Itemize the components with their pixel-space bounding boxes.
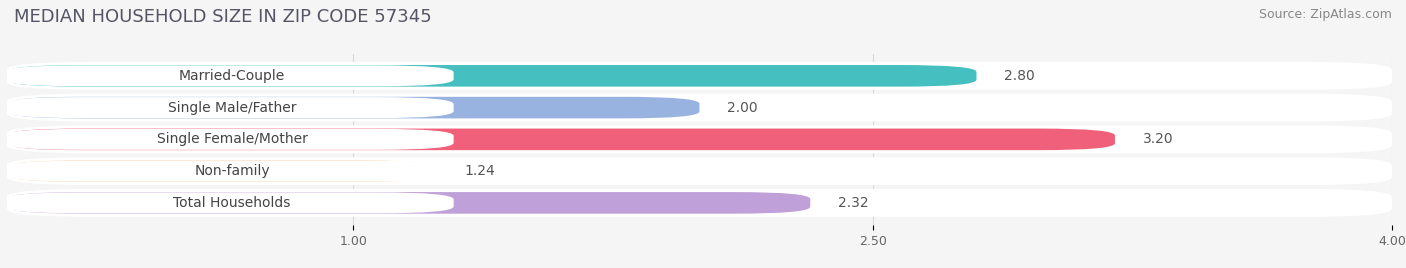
FancyBboxPatch shape xyxy=(4,161,454,182)
Text: 2.32: 2.32 xyxy=(838,196,869,210)
FancyBboxPatch shape xyxy=(7,65,976,87)
FancyBboxPatch shape xyxy=(4,129,454,150)
Text: 1.24: 1.24 xyxy=(464,164,495,178)
Text: MEDIAN HOUSEHOLD SIZE IN ZIP CODE 57345: MEDIAN HOUSEHOLD SIZE IN ZIP CODE 57345 xyxy=(14,8,432,26)
FancyBboxPatch shape xyxy=(7,189,1392,217)
Text: Married-Couple: Married-Couple xyxy=(179,69,285,83)
FancyBboxPatch shape xyxy=(7,94,1392,122)
FancyBboxPatch shape xyxy=(7,157,1392,185)
Text: Single Female/Mother: Single Female/Mother xyxy=(156,132,308,146)
FancyBboxPatch shape xyxy=(7,97,700,118)
FancyBboxPatch shape xyxy=(7,129,1115,150)
Text: Single Male/Father: Single Male/Father xyxy=(167,100,297,115)
FancyBboxPatch shape xyxy=(7,192,810,214)
FancyBboxPatch shape xyxy=(7,62,1392,90)
Text: 2.80: 2.80 xyxy=(1004,69,1035,83)
Text: 2.00: 2.00 xyxy=(727,100,758,115)
Text: 3.20: 3.20 xyxy=(1143,132,1173,146)
Text: Source: ZipAtlas.com: Source: ZipAtlas.com xyxy=(1258,8,1392,21)
FancyBboxPatch shape xyxy=(4,97,454,118)
FancyBboxPatch shape xyxy=(7,125,1392,153)
FancyBboxPatch shape xyxy=(4,65,454,86)
FancyBboxPatch shape xyxy=(7,160,436,182)
Text: Total Households: Total Households xyxy=(173,196,291,210)
FancyBboxPatch shape xyxy=(4,192,454,213)
Text: Non-family: Non-family xyxy=(194,164,270,178)
